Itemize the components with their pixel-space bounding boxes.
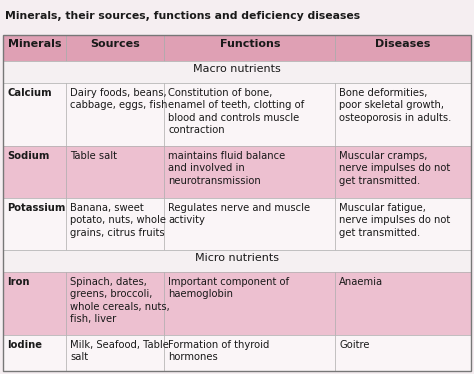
Bar	[3, 272, 66, 335]
Text: Constitution of bone,
enamel of teeth, clotting of
blood and controls muscle
con: Constitution of bone, enamel of teeth, c…	[168, 88, 305, 135]
Bar	[3, 61, 471, 83]
Bar	[335, 335, 471, 371]
Text: Milk, Seafood, Table
salt: Milk, Seafood, Table salt	[70, 340, 169, 362]
Bar	[66, 272, 164, 335]
Text: Micro nutrients: Micro nutrients	[195, 253, 279, 263]
Text: Important component of
haemoglobin: Important component of haemoglobin	[168, 277, 290, 299]
Text: Formation of thyroid
hormones: Formation of thyroid hormones	[168, 340, 270, 362]
Bar	[66, 146, 164, 198]
Bar	[66, 83, 164, 146]
Bar	[335, 35, 471, 61]
Text: Bone deformities,
poor skeletal growth,
osteoporosis in adults.: Bone deformities, poor skeletal growth, …	[339, 88, 452, 123]
Text: Sodium: Sodium	[7, 151, 49, 161]
Bar	[66, 198, 164, 250]
Bar	[3, 8, 471, 35]
Text: Dairy foods, beans,
cabbage, eggs, fish: Dairy foods, beans, cabbage, eggs, fish	[70, 88, 168, 110]
Bar	[3, 35, 471, 371]
Bar	[335, 198, 471, 250]
Text: maintains fluid balance
and involved in
neurotransmission: maintains fluid balance and involved in …	[168, 151, 286, 186]
Text: Minerals: Minerals	[8, 39, 61, 49]
Bar	[3, 250, 471, 272]
Text: Muscular fatigue,
nerve impulses do not
get transmitted.: Muscular fatigue, nerve impulses do not …	[339, 203, 450, 238]
Bar	[3, 335, 66, 371]
Text: Functions: Functions	[219, 39, 280, 49]
Bar	[164, 146, 335, 198]
Bar	[3, 198, 66, 250]
Bar	[66, 35, 164, 61]
Bar	[3, 35, 66, 61]
Bar	[335, 146, 471, 198]
Bar	[164, 35, 335, 61]
Text: Minerals, their sources, functions and deficiency diseases: Minerals, their sources, functions and d…	[5, 11, 360, 21]
Text: Sources: Sources	[91, 39, 140, 49]
Text: Banana, sweet
potato, nuts, whole
grains, citrus fruits: Banana, sweet potato, nuts, whole grains…	[70, 203, 166, 238]
Text: Muscular cramps,
nerve impulses do not
get transmitted.: Muscular cramps, nerve impulses do not g…	[339, 151, 450, 186]
Text: Regulates nerve and muscle
activity: Regulates nerve and muscle activity	[168, 203, 310, 226]
Text: Goitre: Goitre	[339, 340, 370, 350]
Bar	[164, 272, 335, 335]
Text: Iodine: Iodine	[7, 340, 42, 350]
Text: Potassium: Potassium	[7, 203, 65, 213]
Text: Table salt: Table salt	[70, 151, 117, 161]
Bar	[3, 83, 66, 146]
Bar	[335, 272, 471, 335]
Bar	[3, 146, 66, 198]
Bar	[164, 198, 335, 250]
Text: Anaemia: Anaemia	[339, 277, 383, 287]
Text: Iron: Iron	[7, 277, 29, 287]
Bar	[164, 335, 335, 371]
Text: Diseases: Diseases	[375, 39, 431, 49]
Text: Calcium: Calcium	[7, 88, 52, 98]
Bar	[66, 335, 164, 371]
Bar	[164, 83, 335, 146]
Text: Macro nutrients: Macro nutrients	[193, 64, 281, 74]
Bar	[335, 83, 471, 146]
Text: Spinach, dates,
greens, broccoli,
whole cereals, nuts,
fish, liver: Spinach, dates, greens, broccoli, whole …	[70, 277, 170, 324]
